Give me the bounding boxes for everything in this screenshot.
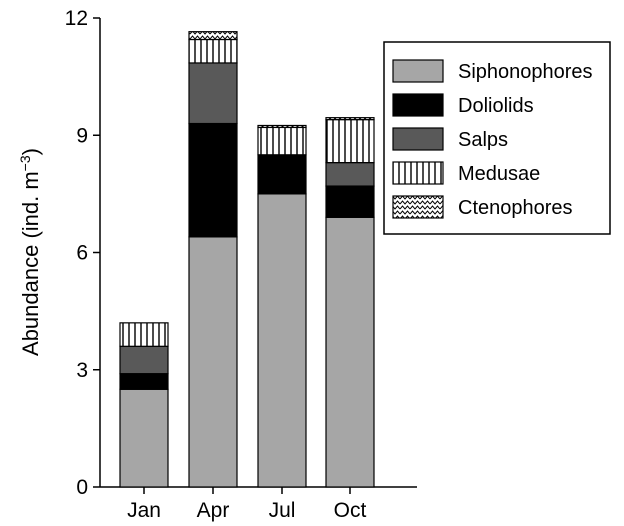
bar-doliolids-oct	[325, 185, 375, 218]
y-axis-title-superscript: −3	[17, 155, 33, 171]
x-tick-label: Jan	[127, 499, 161, 522]
x-tick-label: Jul	[269, 499, 296, 522]
bar-ctenophores-jul	[257, 124, 307, 129]
bar-medusae-jul	[257, 126, 307, 156]
bar-medusae-jan	[119, 322, 169, 347]
y-axis-title: Abundance (ind. m−3)	[17, 148, 43, 356]
bar-medusae-apr	[188, 38, 238, 64]
bar-doliolids-jan	[119, 373, 169, 390]
bars	[119, 31, 375, 488]
bar-siphonophores-jan	[119, 388, 169, 488]
bar-medusae-oct	[325, 119, 375, 164]
x-tick-label: Oct	[334, 499, 367, 522]
legend-swatch-medusae	[392, 161, 444, 185]
y-tick-label: 12	[65, 7, 88, 30]
bar-salps-jan	[119, 345, 169, 375]
y-axis: 0 3 6 9 12	[65, 7, 101, 499]
bar-siphonophores-oct	[325, 216, 375, 488]
y-tick-label: 6	[76, 242, 88, 265]
x-tick-label: Apr	[197, 499, 230, 522]
legend: Siphonophores Doliolids Salps Medusae Ctenop…	[383, 41, 611, 235]
y-tick-label: 9	[76, 124, 88, 147]
x-axis: Jan Apr Jul Oct	[100, 486, 417, 522]
legend-label-medusae: Medusae	[458, 163, 540, 185]
legend-swatch-salps	[392, 127, 444, 151]
y-tick-label: 0	[76, 476, 88, 499]
bar-salps-apr	[188, 62, 238, 125]
legend-label-siphonophores: Siphonophores	[458, 61, 593, 83]
bar-siphonophores-jul	[257, 193, 307, 488]
bar-ctenophores-oct	[325, 117, 375, 121]
y-axis-title-close: )	[18, 148, 43, 155]
bar-salps-oct	[325, 162, 375, 187]
y-axis-title-main: Abundance (ind. m	[18, 171, 43, 356]
bar-ctenophores-apr	[188, 31, 238, 41]
legend-label-ctenophores: Ctenophores	[458, 197, 573, 219]
y-tick-label: 3	[76, 359, 88, 382]
legend-label-doliolids: Doliolids	[458, 95, 534, 117]
bar-siphonophores-apr	[188, 236, 238, 488]
legend-swatch-siphonophores	[392, 59, 444, 83]
legend-swatch-doliolids	[392, 93, 444, 117]
legend-swatch-ctenophores	[392, 195, 444, 219]
bar-doliolids-apr	[188, 122, 238, 238]
legend-label-salps: Salps	[458, 129, 508, 151]
bar-doliolids-jul	[257, 154, 307, 195]
